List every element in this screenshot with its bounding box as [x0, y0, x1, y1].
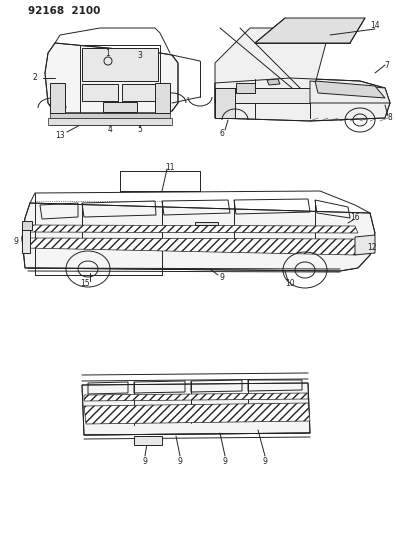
- Text: 3: 3: [137, 52, 143, 61]
- Text: 8: 8: [388, 114, 392, 123]
- Text: 9: 9: [143, 456, 147, 465]
- Polygon shape: [255, 18, 365, 43]
- Text: 7: 7: [385, 61, 389, 69]
- Polygon shape: [310, 81, 390, 103]
- Polygon shape: [82, 84, 118, 101]
- Polygon shape: [25, 238, 368, 255]
- Text: 9: 9: [219, 273, 225, 282]
- Polygon shape: [215, 78, 390, 121]
- Polygon shape: [236, 83, 255, 93]
- Text: 16: 16: [350, 214, 360, 222]
- Text: 15: 15: [80, 279, 90, 287]
- Text: 1: 1: [106, 49, 110, 58]
- Polygon shape: [267, 79, 280, 85]
- Polygon shape: [82, 48, 158, 81]
- Polygon shape: [22, 223, 30, 253]
- Text: 5: 5: [137, 125, 143, 134]
- Polygon shape: [134, 436, 162, 445]
- Polygon shape: [215, 88, 235, 118]
- Polygon shape: [84, 403, 310, 424]
- Text: 9: 9: [13, 238, 19, 246]
- Polygon shape: [215, 28, 330, 103]
- Text: 13: 13: [55, 131, 65, 140]
- Polygon shape: [50, 83, 65, 113]
- Text: 92168  2100: 92168 2100: [28, 6, 100, 16]
- Polygon shape: [84, 393, 308, 401]
- Text: 9: 9: [263, 456, 267, 465]
- Polygon shape: [22, 203, 375, 271]
- Polygon shape: [45, 43, 178, 113]
- Text: 2: 2: [32, 74, 37, 83]
- Polygon shape: [155, 83, 170, 113]
- Polygon shape: [82, 383, 310, 435]
- Polygon shape: [122, 84, 158, 101]
- Text: 11: 11: [165, 163, 175, 172]
- Polygon shape: [315, 81, 385, 98]
- Text: 9: 9: [223, 456, 227, 465]
- Polygon shape: [28, 225, 358, 233]
- Polygon shape: [215, 88, 310, 103]
- Polygon shape: [355, 235, 375, 255]
- Polygon shape: [22, 221, 32, 230]
- Text: 12: 12: [367, 244, 377, 253]
- Text: 9: 9: [177, 456, 183, 465]
- Polygon shape: [103, 102, 137, 112]
- Text: 14: 14: [370, 21, 380, 30]
- Text: 4: 4: [108, 125, 112, 134]
- Polygon shape: [50, 113, 170, 118]
- Text: 6: 6: [219, 128, 225, 138]
- Text: 10: 10: [285, 279, 295, 287]
- Polygon shape: [195, 222, 218, 225]
- Polygon shape: [48, 118, 172, 125]
